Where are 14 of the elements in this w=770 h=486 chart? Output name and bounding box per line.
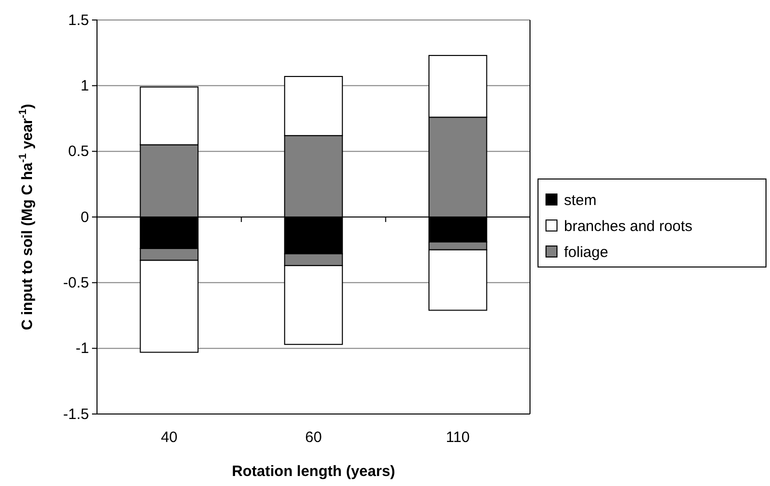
y-tick-label: -0.5 [63,274,89,292]
x-axis-title: Rotation length (years) [232,463,396,480]
x-tick-label: 60 [305,429,322,446]
legend-label: foliage [564,244,608,261]
y-tick-label: -1.5 [63,406,89,423]
x-tick-label: 40 [160,429,178,446]
legend-label: stem [564,192,597,209]
y-tick-label: -1 [76,340,89,358]
legend-label: branches and roots [564,218,692,235]
y-tick-label: 0.5 [68,143,89,160]
x-tick-label: 110 [446,429,470,446]
y-tick-label: 1.5 [68,12,89,29]
y-tick-label: 0 [80,208,89,226]
y-tick-label: 1 [80,77,89,94]
